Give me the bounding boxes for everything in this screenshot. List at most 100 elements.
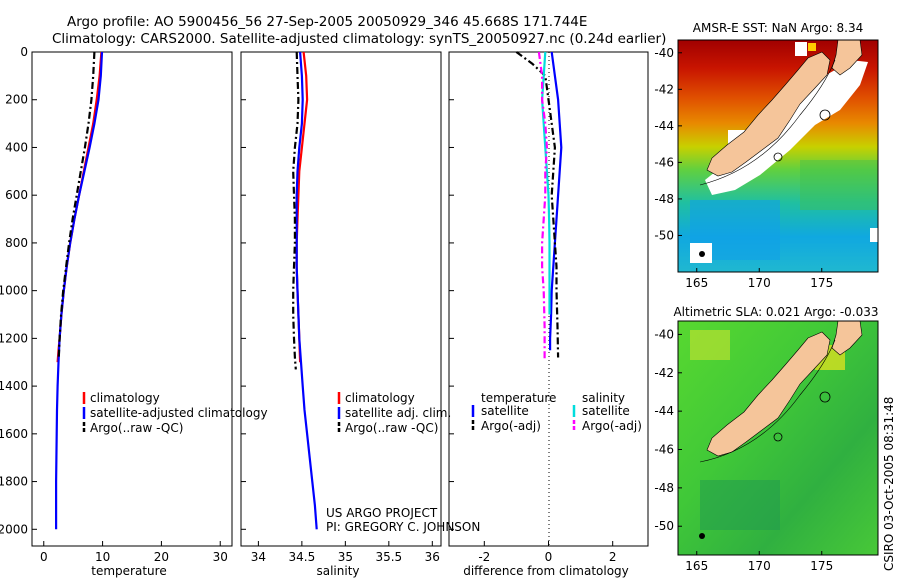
salinity-legend: climatology satellite adj. clim. Argo(..… — [337, 391, 451, 435]
map-lat-label: -42 — [654, 366, 674, 380]
salinity-axis-label: salinity — [316, 564, 359, 578]
legend-label-temp-satellite: satellite — [481, 404, 529, 418]
map-lat-label: -44 — [654, 404, 674, 418]
x-tick-label: 30 — [213, 550, 228, 564]
depth-tick-label: 1000 — [0, 284, 28, 298]
legend-heading-temperature: temperature — [481, 391, 556, 405]
stewart-island-land — [699, 533, 705, 539]
chatham-contour — [819, 391, 831, 403]
argo-float-location — [773, 432, 783, 442]
x-tick-label: 34.5 — [289, 550, 316, 564]
series-line-temperature-argo-adj — [515, 51, 560, 358]
map-lat-label: -46 — [654, 443, 674, 457]
difference-legend: temperature satellite Argo(-adj) salinit… — [471, 391, 642, 433]
map-lon-label: 165 — [685, 276, 708, 290]
south-island-land — [706, 51, 831, 177]
csiro-timestamp: CSIRO 03-Oct-2005 08:31:48 — [882, 397, 896, 571]
stewart-island-land — [699, 251, 705, 257]
depth-tick-label: 200 — [5, 93, 28, 107]
legend-label-argo: Argo(..raw -QC) — [345, 421, 438, 435]
depth-tick-label: 1800 — [0, 475, 28, 489]
x-tick-label: 20 — [154, 550, 169, 564]
depth-tick-label: 1600 — [0, 427, 28, 441]
temperature-panel: 0 10 20 30 — [40, 51, 228, 564]
depth-tick-label: 2000 — [0, 522, 28, 536]
series-line-temperature-satellite — [548, 51, 563, 351]
chatham-contour — [819, 109, 831, 121]
x-tick-label: 36 — [425, 550, 440, 564]
series-line-salinity-argo-adj — [537, 51, 549, 360]
depth-tick-label: 1200 — [0, 331, 28, 345]
depth-tick-label: 0 — [20, 45, 28, 59]
map-lat-label: -50 — [654, 519, 674, 533]
series-line-argo-raw-qc — [292, 51, 300, 370]
series-line-satellite-adj-clim — [295, 51, 318, 530]
sla-yellow-patch — [690, 330, 730, 360]
map-lon-label: 170 — [748, 559, 771, 573]
legend-heading-salinity: salinity — [582, 391, 625, 405]
x-tick-label: 0 — [545, 550, 553, 564]
map-lat-label: -40 — [654, 46, 674, 60]
depth-axis: 0 200 400 600 800 1000 1200 1400 1600 1800 2000 — [0, 45, 454, 536]
sla-map — [678, 321, 878, 555]
sst-missing-data-cell — [808, 43, 816, 51]
temperature-legend: climatology satellite-adjusted climatolo… — [82, 391, 268, 435]
depth-tick-label: 800 — [5, 236, 28, 250]
map-lon-label: 165 — [685, 559, 708, 573]
bathymetry-contour — [699, 339, 836, 463]
x-tick-label: 35.5 — [375, 550, 402, 564]
map-lat-label: -46 — [654, 155, 674, 169]
x-tick-label: 10 — [95, 550, 110, 564]
legend-label-argo: Argo(..raw -QC) — [90, 421, 183, 435]
series-line-argo-raw-qc — [57, 51, 96, 358]
map-lat-label: -50 — [654, 228, 674, 242]
argo-float-location — [773, 152, 783, 162]
sst-map-frame — [677, 39, 879, 273]
legend-label-climatology: climatology — [90, 391, 160, 405]
depth-tick-label: 400 — [5, 140, 28, 154]
sst-missing-data-cell — [870, 228, 878, 242]
depth-tick-label: 600 — [5, 188, 28, 202]
x-tick-label: -2 — [478, 550, 490, 564]
x-tick-label: 35 — [338, 550, 353, 564]
map-lon-label: 175 — [810, 559, 833, 573]
sla-map-title: Altimetric SLA: 0.021 Argo: -0.033 — [673, 305, 878, 319]
legend-label-sal-satellite: satellite — [582, 404, 630, 418]
difference-axis-label: difference from climatology — [463, 564, 629, 578]
map-lat-label: -48 — [654, 192, 674, 206]
legend-label-climatology: climatology — [345, 391, 415, 405]
map-lon-label: 170 — [748, 276, 771, 290]
sst-map-axes: 165 170 175 -40 -42 -44 -46 -48 -50 — [654, 46, 833, 290]
sla-dark-patch — [700, 480, 780, 530]
credit-line-1: US ARGO PROJECT — [326, 506, 438, 520]
temperature-axis-label: temperature — [91, 564, 166, 578]
sst-green-patch — [800, 160, 878, 210]
series-line-salinity-satellite — [540, 51, 551, 315]
legend-label-sal-argo: Argo(-adj) — [582, 419, 642, 433]
header-line-1: Argo profile: AO 5900456_56 27-Sep-2005 … — [67, 14, 587, 30]
salinity-panel-frame — [240, 51, 442, 547]
difference-panel: -2 0 2 — [478, 51, 617, 564]
series-line-climatology — [56, 51, 103, 363]
depth-tick-label: 1400 — [0, 379, 28, 393]
map-lon-label: 175 — [810, 276, 833, 290]
bathymetry-contour — [699, 59, 836, 186]
temperature-panel-frame — [31, 51, 233, 547]
legend-label-satellite-adjusted: satellite-adjusted climatology — [90, 406, 268, 420]
sst-missing-data-cell — [795, 42, 807, 56]
map-lat-label: -42 — [654, 82, 674, 96]
map-lat-label: -44 — [654, 119, 674, 133]
map-lat-label: -40 — [654, 327, 674, 341]
legend-label-satellite-adj: satellite adj. clim. — [345, 406, 451, 420]
x-tick-label: 34 — [251, 550, 266, 564]
north-island-land — [831, 321, 863, 356]
sst-map-title: AMSR-E SST: NaN Argo: 8.34 — [693, 21, 863, 35]
x-tick-label: 0 — [40, 550, 48, 564]
sst-map — [678, 40, 878, 272]
map-lat-label: -48 — [654, 481, 674, 495]
salinity-panel: 34 34.5 35 35.5 36 — [251, 51, 440, 564]
legend-label-temp-argo: Argo(-adj) — [481, 419, 541, 433]
x-tick-label: 2 — [609, 550, 617, 564]
header-line-2: Climatology: CARS2000. Satellite-adjuste… — [52, 31, 666, 47]
